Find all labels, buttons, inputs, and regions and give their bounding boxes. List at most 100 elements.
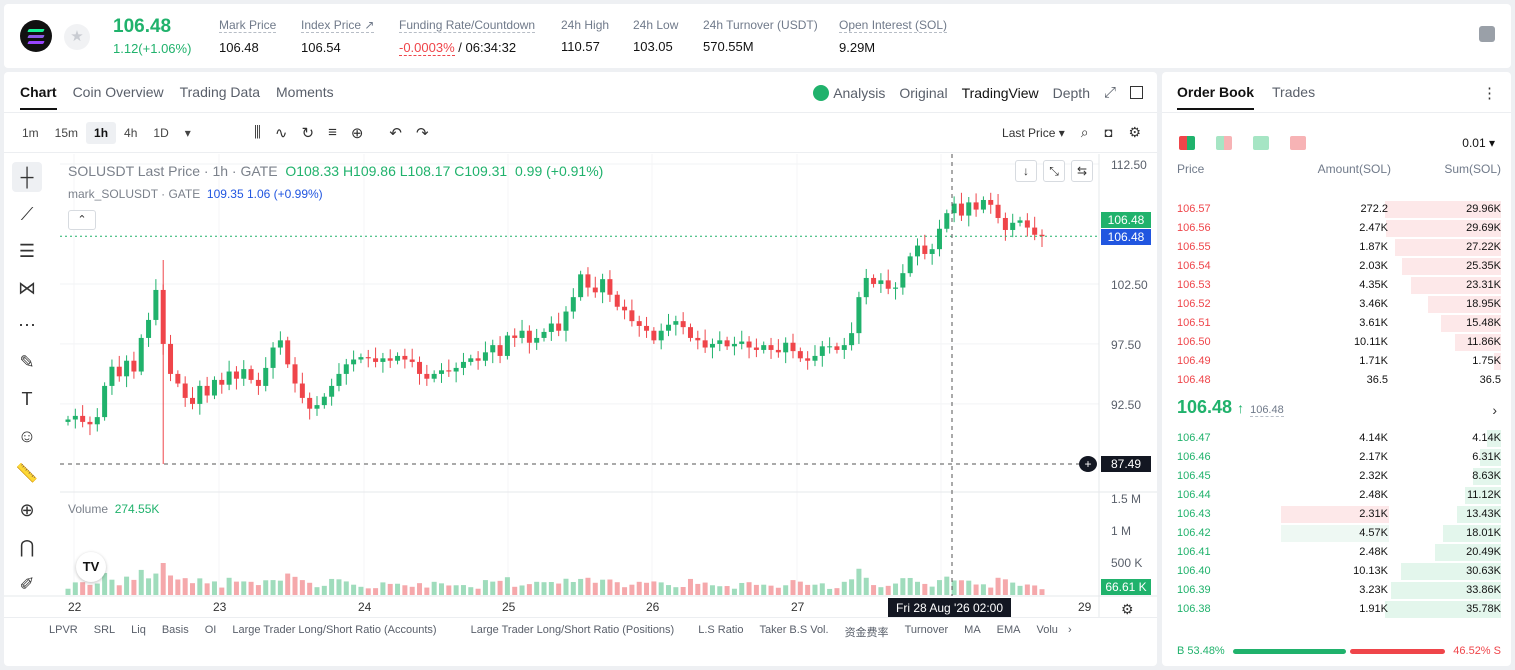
tab-trading-data[interactable]: Trading Data <box>179 84 261 100</box>
horizontal-lines-icon[interactable]: ☰ <box>18 241 36 261</box>
trendline-icon[interactable]: ⟋ <box>20 204 34 224</box>
brush-icon[interactable]: ✎ <box>19 352 35 372</box>
view-asks-icon[interactable] <box>1290 136 1306 150</box>
depth-bar <box>1465 487 1501 504</box>
tab-moments[interactable]: Moments <box>276 84 334 100</box>
price-chart[interactable] <box>4 72 1157 666</box>
indicator-item[interactable]: MA <box>964 624 981 636</box>
emoji-icon[interactable]: ☺ <box>17 426 37 446</box>
stat-index-price[interactable]: Index Price ↗ 106.54 <box>301 18 375 55</box>
ask-row[interactable]: 106.48 36.5 36.5 <box>1162 371 1511 390</box>
undo-icon[interactable]: ↶ <box>389 125 402 142</box>
zoom-in-icon[interactable]: ⊕ <box>19 500 35 520</box>
indicator-item[interactable]: Turnover <box>904 624 949 636</box>
pattern-icon[interactable]: ⋈ <box>18 278 36 298</box>
indicator-item[interactable]: Large Trader Long/Short Ratio (Positions… <box>470 624 675 636</box>
order-sum: 27.22K <box>1466 241 1501 253</box>
amount-highlight <box>1281 506 1389 523</box>
bid-row[interactable]: 106.43 2.31K 13.43K <box>1162 505 1511 524</box>
camera-icon[interactable]: ◘ <box>1104 125 1113 140</box>
indicator-item[interactable]: 资金费率 <box>844 627 889 639</box>
ask-row[interactable]: 106.50 10.11K 11.86K <box>1162 333 1511 352</box>
tab-analysis[interactable]: Analysis <box>813 84 885 101</box>
swap-icon[interactable]: ⇆ <box>1071 160 1093 182</box>
edit-lock-icon[interactable]: ✐ <box>19 574 35 594</box>
ask-row[interactable]: 106.49 1.71K 1.75K <box>1162 352 1511 371</box>
scroll-down-icon[interactable]: ↓ <box>1015 160 1037 182</box>
indicator-item[interactable]: EMA <box>996 624 1021 636</box>
shrink-icon[interactable]: ⤡ <box>1043 160 1065 182</box>
ask-row[interactable]: 106.55 1.87K 27.22K <box>1162 238 1511 257</box>
fullscreen-icon[interactable] <box>1130 86 1143 99</box>
tab-chart[interactable]: Chart <box>20 84 57 110</box>
indicator-item[interactable]: Taker B.S Vol. <box>759 624 829 636</box>
view-bids-icon[interactable] <box>1253 136 1269 150</box>
tab-original[interactable]: Original <box>899 84 948 101</box>
tab-depth[interactable]: Depth <box>1052 84 1090 101</box>
price-source-select[interactable]: Last Price ▾ <box>1002 125 1065 140</box>
candle-body <box>87 421 93 425</box>
tab-coin-overview[interactable]: Coin Overview <box>72 84 164 100</box>
ask-row[interactable]: 106.51 3.61K 15.48K <box>1162 314 1511 333</box>
indicator-item[interactable]: SRL <box>93 624 116 636</box>
interval-1m[interactable]: 1m <box>22 126 39 140</box>
interval-1d[interactable]: 1D <box>153 126 169 140</box>
crosshair-icon[interactable]: ┼ <box>12 162 42 192</box>
tradingview-logo-icon[interactable]: TV <box>76 552 106 582</box>
tab-tradingview[interactable]: TradingView <box>961 84 1039 101</box>
precision-select[interactable]: 0.01 ▾ <box>1462 136 1495 150</box>
add-indicator-icon[interactable]: ⊕ <box>350 125 364 142</box>
ask-row[interactable]: 106.56 2.47K 29.69K <box>1162 219 1511 238</box>
indicators-icon[interactable]: ∿ <box>274 125 288 142</box>
more-options-icon[interactable]: ⋮ <box>1482 85 1497 102</box>
ask-row[interactable]: 106.53 4.35K 23.31K <box>1162 276 1511 295</box>
interval-4h[interactable]: 4h <box>124 126 138 140</box>
indicator-item[interactable]: Volu <box>1036 624 1058 636</box>
bid-row[interactable]: 106.44 2.48K 11.12K <box>1162 486 1511 505</box>
candle-type-icon[interactable]: ⫼ <box>254 124 261 141</box>
book-icon[interactable] <box>1479 26 1495 42</box>
search-icon[interactable]: ⌕ <box>1080 124 1089 140</box>
ask-row[interactable]: 106.57 272.2 29.96K <box>1162 200 1511 219</box>
bid-row[interactable]: 106.42 4.57K 18.01K <box>1162 524 1511 543</box>
indicator-item[interactable]: L.S Ratio <box>698 624 744 636</box>
bid-row[interactable]: 106.41 2.48K 20.49K <box>1162 543 1511 562</box>
volume-bar <box>526 584 532 595</box>
interval-1h[interactable]: 1h <box>86 122 117 144</box>
templates-icon[interactable]: ≡ <box>328 124 337 141</box>
add-alert-icon[interactable]: + <box>1079 456 1097 472</box>
chevron-right-icon[interactable]: › <box>1067 624 1072 636</box>
interval-15m[interactable]: 15m <box>54 126 79 140</box>
interval-dropdown-icon[interactable]: ▾ <box>184 126 191 140</box>
indicator-item[interactable]: Large Trader Long/Short Ratio (Accounts) <box>232 624 437 636</box>
collapse-legend-button[interactable]: ⌃ <box>68 210 96 230</box>
replay-icon[interactable]: ↻ <box>301 125 315 142</box>
expand-icon[interactable]: ⤢ <box>1103 84 1116 101</box>
indicator-item[interactable]: Basis <box>161 624 189 636</box>
bid-row[interactable]: 106.45 2.32K 8.63K <box>1162 467 1511 486</box>
indicator-item[interactable]: LPVR <box>49 624 78 636</box>
ask-row[interactable]: 106.52 3.46K 18.95K <box>1162 295 1511 314</box>
redo-icon[interactable]: ↷ <box>415 125 429 142</box>
tab-trades[interactable]: Trades <box>1272 84 1316 100</box>
indicator-item[interactable]: OI <box>204 624 217 636</box>
chevron-right-icon[interactable]: › <box>1492 402 1497 418</box>
ruler-icon[interactable]: 📏 <box>15 463 39 483</box>
bid-row[interactable]: 106.38 1.91K 35.78K <box>1162 600 1511 619</box>
axis-settings-icon[interactable]: ⚙ <box>1121 601 1134 617</box>
indicator-item[interactable]: Liq <box>131 624 146 636</box>
text-tool-icon[interactable]: T <box>21 389 33 409</box>
bid-row[interactable]: 106.46 2.17K 6.31K <box>1162 448 1511 467</box>
view-both-icon[interactable] <box>1179 136 1195 150</box>
magnet-icon[interactable]: ⋂ <box>19 537 35 557</box>
volume-bar <box>534 581 540 595</box>
bid-row[interactable]: 106.40 10.13K 30.63K <box>1162 562 1511 581</box>
bid-row[interactable]: 106.39 3.23K 33.86K <box>1162 581 1511 600</box>
view-both-alt-icon[interactable] <box>1216 136 1232 150</box>
ask-row[interactable]: 106.54 2.03K 25.35K <box>1162 257 1511 276</box>
settings-gear-icon[interactable]: ⚙ <box>1128 124 1141 140</box>
fib-icon[interactable]: ⋯ <box>18 315 36 335</box>
favorite-star-icon[interactable]: ★ <box>64 24 90 50</box>
bid-row[interactable]: 106.47 4.14K 4.14K <box>1162 429 1511 448</box>
tab-order-book[interactable]: Order Book <box>1177 84 1255 110</box>
